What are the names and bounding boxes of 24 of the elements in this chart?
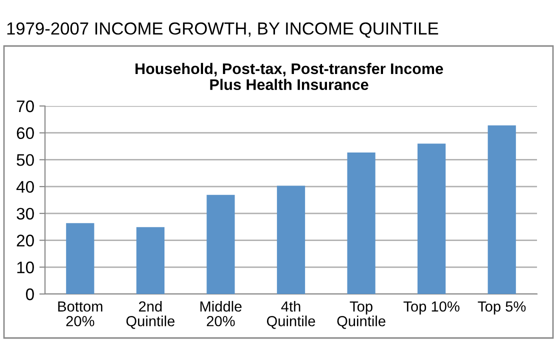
x-tick-label: Top 5% — [478, 301, 526, 315]
y-tick-label: 40 — [16, 180, 34, 193]
y-tick-label: 60 — [16, 127, 34, 140]
bar — [276, 186, 306, 294]
bar — [347, 152, 376, 294]
x-tick-label: Top 10% — [404, 301, 460, 315]
x-tick-label: 4th Quintile — [266, 300, 316, 329]
y-tick-label: 70 — [16, 100, 34, 112]
chart-title: 1979-2007 INCOME GROWTH, BY INCOME QUINTILE — [7, 22, 438, 38]
x-tick-label: Top Quintile — [337, 301, 386, 329]
x-tick-label: Middle 20% — [200, 300, 242, 326]
x-tick-label: Bottom 20% — [58, 301, 102, 326]
x-tick-label: 2nd Quintile — [126, 300, 175, 329]
bar — [488, 125, 516, 294]
y-tick-label: 30 — [16, 208, 34, 220]
chart-subtitle: Household, Post-tax, Post-transfer Income Plus Health Insurance — [136, 62, 443, 90]
bar — [206, 194, 235, 294]
y-tick-label: 0 — [26, 288, 34, 300]
y-tick-label: 50 — [16, 154, 34, 166]
y-tick-label: 10 — [17, 262, 34, 274]
bar — [418, 144, 446, 294]
bar — [136, 227, 164, 294]
y-tick-label: 20 — [16, 234, 34, 246]
bar — [66, 223, 94, 294]
